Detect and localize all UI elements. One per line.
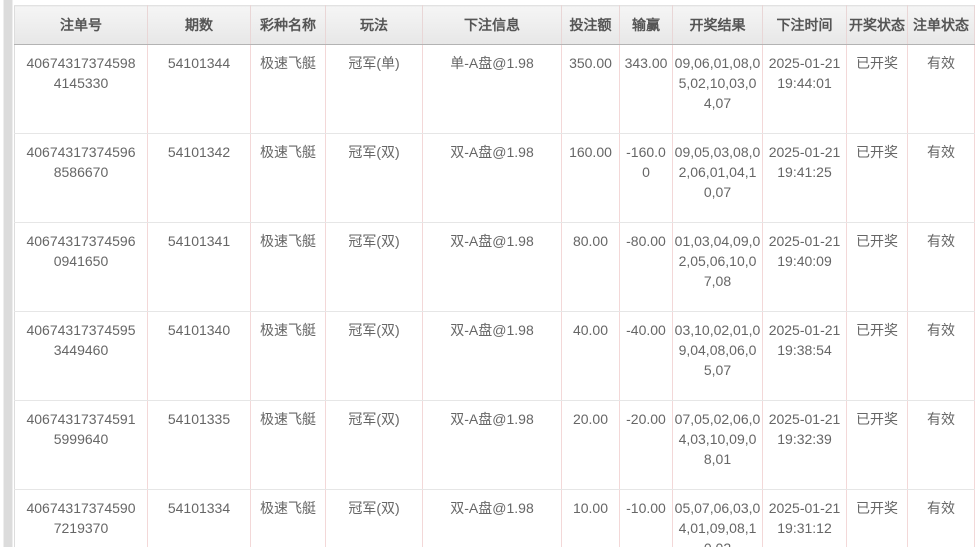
column-header-bet-info: 下注信息 <box>422 5 562 45</box>
cell-bet-amount: 40.00 <box>561 311 620 401</box>
cell-order-id: 406743173745968586670 <box>14 133 148 223</box>
column-header-order-status: 注单状态 <box>907 5 975 45</box>
column-header-play-type: 玩法 <box>325 5 423 45</box>
cell-play-type: 冠军(双) <box>325 133 423 223</box>
cell-bet-amount: 350.00 <box>561 44 620 134</box>
cell-period: 54101334 <box>147 489 251 547</box>
cell-draw-result: 05,07,06,03,04,01,09,08,10,02 <box>672 489 763 547</box>
cell-win-loss: -80.00 <box>619 222 673 312</box>
cell-win-loss: -160.00 <box>619 133 673 223</box>
column-header-lottery-name: 彩种名称 <box>250 5 326 45</box>
cell-order-status: 有效 <box>907 222 975 312</box>
cell-bet-time: 2025-01-21 19:40:09 <box>762 222 847 312</box>
cell-bet-amount: 80.00 <box>561 222 620 312</box>
table-row: 406743173745915999640 54101335 极速飞艇 冠军(双… <box>14 400 975 490</box>
cell-draw-result: 09,05,03,08,02,06,01,04,10,07 <box>672 133 763 223</box>
cell-play-type: 冠军(双) <box>325 400 423 490</box>
cell-bet-info: 双-A盘@1.98 <box>422 311 562 401</box>
cell-order-status: 有效 <box>907 311 975 401</box>
cell-order-status: 有效 <box>907 400 975 490</box>
cell-order-id: 406743173745984145330 <box>14 44 148 134</box>
cell-bet-info: 双-A盘@1.98 <box>422 489 562 547</box>
cell-lottery-name: 极速飞艇 <box>250 222 326 312</box>
cell-play-type: 冠军(单) <box>325 44 423 134</box>
cell-bet-info: 双-A盘@1.98 <box>422 400 562 490</box>
cell-order-status: 有效 <box>907 44 975 134</box>
table-row: 406743173745960941650 54101341 极速飞艇 冠军(双… <box>14 222 975 312</box>
cell-bet-info: 单-A盘@1.98 <box>422 44 562 134</box>
cell-lottery-name: 极速飞艇 <box>250 44 326 134</box>
cell-win-loss: -10.00 <box>619 489 673 547</box>
cell-order-id: 406743173745953449460 <box>14 311 148 401</box>
cell-period: 54101344 <box>147 44 251 134</box>
cell-win-loss: -20.00 <box>619 400 673 490</box>
cell-order-id: 406743173745960941650 <box>14 222 148 312</box>
bet-records-table: 注单号 期数 彩种名称 玩法 下注信息 投注额 输赢 开奖结果 下注时间 开奖状… <box>14 5 975 547</box>
cell-bet-amount: 20.00 <box>561 400 620 490</box>
cell-bet-time: 2025-01-21 19:41:25 <box>762 133 847 223</box>
cell-period: 54101335 <box>147 400 251 490</box>
cell-draw-status: 已开奖 <box>846 489 908 547</box>
bet-records-table-wrap: 注单号 期数 彩种名称 玩法 下注信息 投注额 输赢 开奖结果 下注时间 开奖状… <box>14 5 978 547</box>
table-row: 406743173745984145330 54101344 极速飞艇 冠军(单… <box>14 44 975 134</box>
table-row: 406743173745968586670 54101342 极速飞艇 冠军(双… <box>14 133 975 223</box>
cell-bet-info: 双-A盘@1.98 <box>422 222 562 312</box>
cell-order-id: 406743173745907219370 <box>14 489 148 547</box>
cell-draw-result: 03,10,02,01,09,04,08,06,05,07 <box>672 311 763 401</box>
cell-draw-status: 已开奖 <box>846 133 908 223</box>
cell-period: 54101340 <box>147 311 251 401</box>
column-header-period: 期数 <box>147 5 251 45</box>
cell-bet-amount: 160.00 <box>561 133 620 223</box>
table-header: 注单号 期数 彩种名称 玩法 下注信息 投注额 输赢 开奖结果 下注时间 开奖状… <box>14 5 975 45</box>
cell-lottery-name: 极速飞艇 <box>250 400 326 490</box>
cell-order-status: 有效 <box>907 133 975 223</box>
cell-draw-status: 已开奖 <box>846 400 908 490</box>
left-scrollbar-strip[interactable] <box>3 0 13 547</box>
cell-bet-time: 2025-01-21 19:38:54 <box>762 311 847 401</box>
cell-lottery-name: 极速飞艇 <box>250 311 326 401</box>
column-header-bet-amount: 投注额 <box>561 5 620 45</box>
column-header-bet-time: 下注时间 <box>762 5 847 45</box>
cell-bet-amount: 10.00 <box>561 489 620 547</box>
header-row: 注单号 期数 彩种名称 玩法 下注信息 投注额 输赢 开奖结果 下注时间 开奖状… <box>14 5 975 45</box>
cell-play-type: 冠军(双) <box>325 311 423 401</box>
cell-draw-result: 01,03,04,09,02,05,06,10,07,08 <box>672 222 763 312</box>
cell-draw-result: 07,05,02,06,04,03,10,09,08,01 <box>672 400 763 490</box>
cell-bet-time: 2025-01-21 19:44:01 <box>762 44 847 134</box>
cell-bet-time: 2025-01-21 19:32:39 <box>762 400 847 490</box>
cell-draw-status: 已开奖 <box>846 311 908 401</box>
cell-bet-time: 2025-01-21 19:31:12 <box>762 489 847 547</box>
cell-bet-info: 双-A盘@1.98 <box>422 133 562 223</box>
cell-win-loss: -40.00 <box>619 311 673 401</box>
cell-period: 54101342 <box>147 133 251 223</box>
column-header-win-loss: 输赢 <box>619 5 673 45</box>
cell-order-status: 有效 <box>907 489 975 547</box>
cell-draw-status: 已开奖 <box>846 44 908 134</box>
column-header-draw-result: 开奖结果 <box>672 5 763 45</box>
cell-win-loss: 343.00 <box>619 44 673 134</box>
cell-play-type: 冠军(双) <box>325 489 423 547</box>
table-row: 406743173745907219370 54101334 极速飞艇 冠军(双… <box>14 489 975 547</box>
cell-lottery-name: 极速飞艇 <box>250 489 326 547</box>
column-header-order-id: 注单号 <box>14 5 148 45</box>
table-body: 406743173745984145330 54101344 极速飞艇 冠军(单… <box>14 44 975 547</box>
cell-period: 54101341 <box>147 222 251 312</box>
cell-draw-status: 已开奖 <box>846 222 908 312</box>
column-header-draw-status: 开奖状态 <box>846 5 908 45</box>
cell-lottery-name: 极速飞艇 <box>250 133 326 223</box>
cell-draw-result: 09,06,01,08,05,02,10,03,04,07 <box>672 44 763 134</box>
table-row: 406743173745953449460 54101340 极速飞艇 冠军(双… <box>14 311 975 401</box>
cell-play-type: 冠军(双) <box>325 222 423 312</box>
cell-order-id: 406743173745915999640 <box>14 400 148 490</box>
